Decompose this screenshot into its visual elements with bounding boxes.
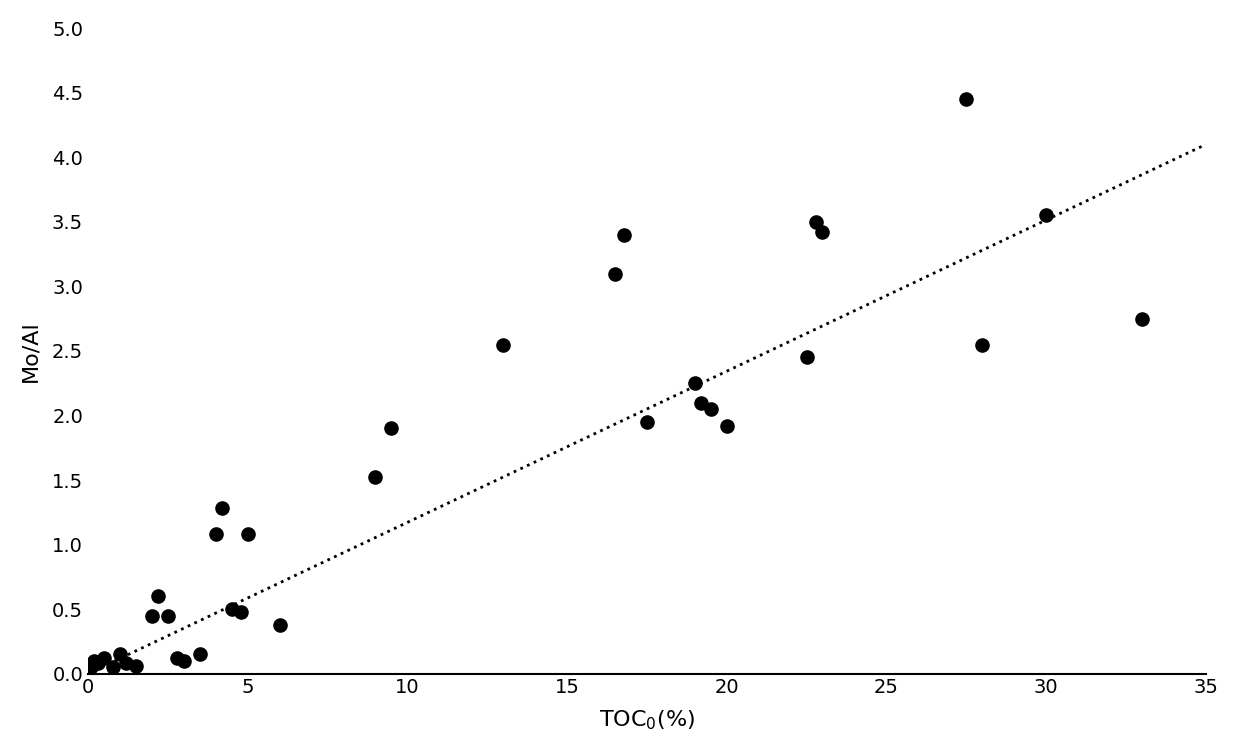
Point <box>167 652 187 664</box>
Point <box>493 339 513 351</box>
Point <box>126 660 146 672</box>
Point <box>797 352 817 364</box>
Y-axis label: Mo/Al: Mo/Al <box>21 320 41 382</box>
Point <box>212 502 232 514</box>
Point <box>88 657 108 669</box>
Point <box>270 618 290 630</box>
Point <box>232 605 252 617</box>
Point <box>142 609 162 621</box>
Point <box>366 471 385 483</box>
Point <box>84 654 104 666</box>
Point <box>813 226 833 238</box>
Point <box>605 267 624 279</box>
Point <box>637 416 657 428</box>
Point <box>615 229 634 241</box>
Point <box>1036 209 1056 221</box>
Point <box>206 528 225 540</box>
Point <box>149 590 169 602</box>
Point <box>116 657 136 669</box>
Point <box>1132 312 1152 325</box>
Point <box>94 652 114 664</box>
Point <box>382 422 401 434</box>
Point <box>238 528 258 540</box>
Point <box>807 216 826 228</box>
X-axis label: TOC$_0$(%): TOC$_0$(%) <box>598 709 695 732</box>
Point <box>973 339 992 351</box>
Point <box>685 377 705 389</box>
Point <box>104 661 124 673</box>
Point <box>957 93 976 105</box>
Point <box>157 609 177 621</box>
Point <box>173 654 193 666</box>
Point <box>82 661 102 673</box>
Point <box>716 419 736 431</box>
Point <box>701 403 721 415</box>
Point <box>222 603 242 615</box>
Point <box>691 397 711 409</box>
Point <box>110 648 130 660</box>
Point <box>190 648 209 660</box>
